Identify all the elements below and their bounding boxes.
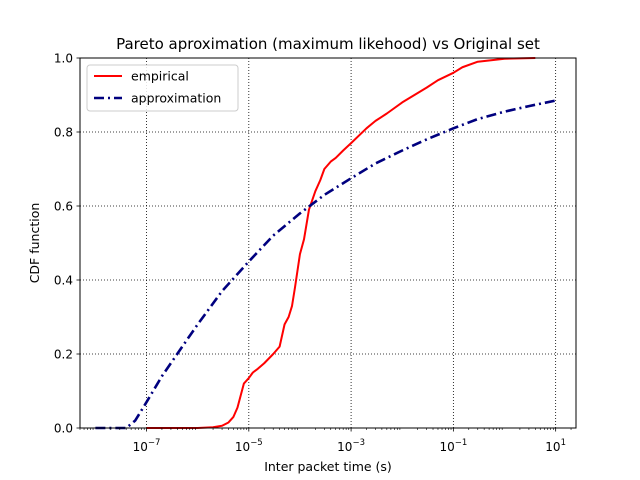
plot-area (80, 58, 576, 428)
legend-label-approximation: approximation (131, 91, 221, 106)
y-tick-label: 0.4 (54, 274, 73, 288)
chart-title: Pareto aproximation (maximum likehood) v… (116, 35, 540, 53)
x-axis-label: Inter packet time (s) (264, 459, 392, 474)
y-tick-label: 1.0 (54, 52, 73, 66)
y-tick-label: 0.8 (54, 126, 73, 140)
x-axis-ticks: 10−7 10−5 10−3 10−1 101 (79, 428, 572, 454)
y-axis-ticks: 0.0 0.2 0.4 0.6 0.8 1.0 (54, 52, 80, 436)
legend-box (86, 64, 239, 112)
x-tick-label: 10−3 (337, 438, 365, 454)
y-tick-label: 0.6 (54, 200, 73, 214)
legend-label-empirical: empirical (131, 69, 189, 84)
series-line-empirical (146, 57, 536, 429)
legend: empirical approximation (86, 64, 239, 112)
y-tick-label: 0.0 (54, 422, 73, 436)
series-layer (95, 57, 556, 430)
x-tick-label: 10−5 (235, 438, 263, 454)
x-tick-label: 10−1 (439, 438, 467, 454)
x-tick-label: 10−7 (133, 438, 161, 454)
y-tick-label: 0.2 (54, 348, 73, 362)
y-axis-label: CDF function (27, 203, 42, 284)
plot-frame (79, 57, 577, 429)
x-tick-label: 101 (545, 438, 566, 454)
